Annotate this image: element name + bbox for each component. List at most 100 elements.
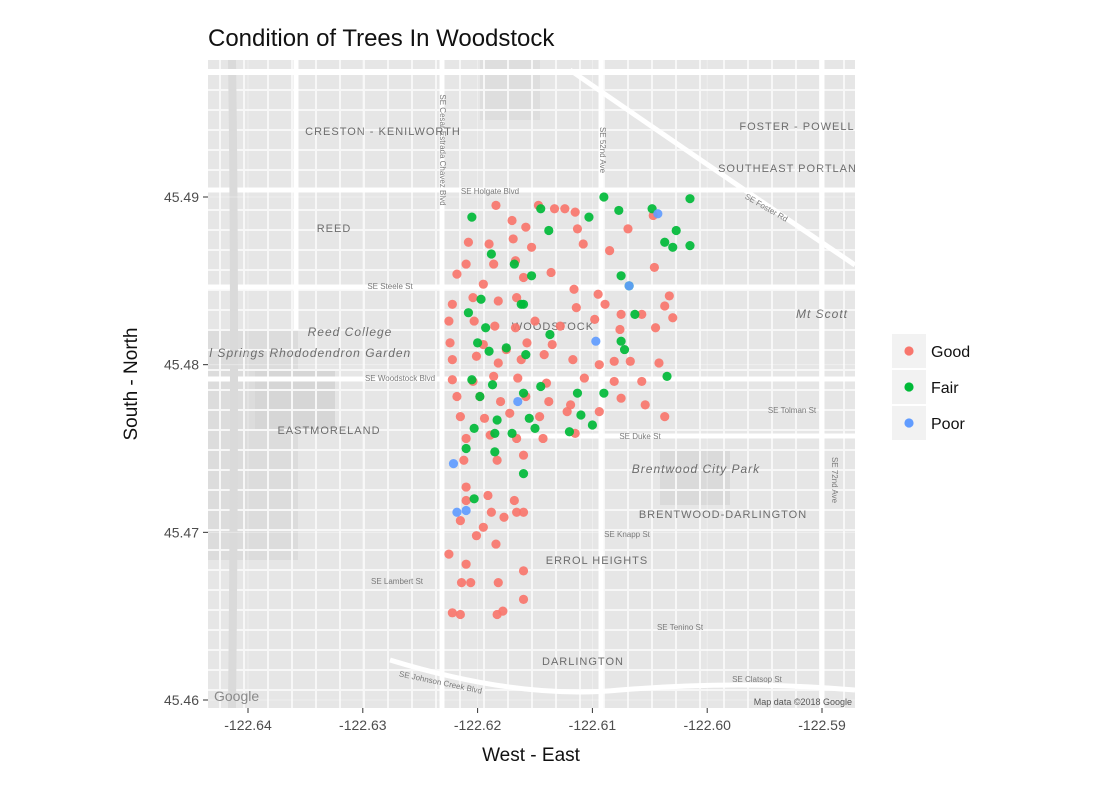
data-point-poor [591, 336, 601, 346]
data-point-good [452, 391, 462, 402]
data-point-good [447, 299, 457, 309]
data-point-fair [576, 410, 586, 420]
data-point-fair [484, 346, 494, 356]
map-street-label: SE Tolman St [768, 406, 817, 415]
data-point-good [600, 299, 610, 309]
data-point-good [469, 316, 479, 326]
data-point-good [447, 375, 457, 385]
data-point-good [468, 293, 478, 303]
data-point-good [538, 433, 548, 444]
map-attribution: Map data ©2018 Google [754, 697, 852, 707]
data-point-good [466, 578, 476, 588]
data-point-good [625, 356, 635, 366]
map-neighborhood-label: FOSTER - POWELL [739, 121, 854, 133]
map-street-label: SE Cesar Estrada Chavez Blvd [438, 94, 447, 205]
data-point-good [660, 412, 670, 422]
data-point-good [484, 239, 494, 249]
data-point-good [594, 360, 604, 370]
data-point-fair [481, 323, 491, 333]
data-point-good [459, 455, 469, 465]
data-point-fair [616, 336, 626, 346]
data-point-good [444, 549, 454, 559]
data-point-good [518, 566, 529, 576]
map-street-label: SE Tenino St [657, 623, 704, 632]
map-place-label: Crystal Springs Rhododendron Garden [169, 346, 411, 360]
x-axis-title: West - East [482, 745, 581, 766]
data-point-poor [513, 396, 523, 407]
data-point-good [479, 413, 490, 423]
data-point-fair [544, 225, 554, 236]
map-neighborhood-label: SOUTHEAST PORTLAND [718, 163, 866, 175]
data-point-good [650, 323, 661, 333]
data-point-fair [668, 242, 678, 252]
data-point-poor [452, 507, 462, 517]
x-tick-label: -122.61 [569, 717, 617, 733]
data-points [444, 192, 695, 620]
y-tick-label: 45.48 [164, 357, 199, 373]
data-point-fair [572, 388, 583, 398]
data-point-good [512, 293, 522, 303]
series-poor [448, 209, 663, 517]
data-point-good [593, 289, 603, 299]
data-point-fair [526, 271, 537, 281]
data-point-fair [518, 469, 529, 479]
data-point-good [447, 608, 457, 618]
data-point-good [526, 242, 537, 252]
legend-marker [904, 382, 914, 392]
data-point-good [455, 609, 465, 620]
map-street-label: SE Knapp St [604, 530, 651, 539]
data-point-good [456, 578, 467, 588]
data-point-fair [467, 212, 477, 222]
data-point-good [491, 539, 501, 549]
map-street-label: SE 72nd Ave [830, 457, 839, 504]
data-point-good [549, 204, 560, 214]
data-point-good [572, 224, 583, 234]
data-point-good [560, 204, 570, 214]
data-point-good [521, 222, 531, 232]
map-neighborhood-label: BRENTWOOD-DARLINGTON [639, 509, 807, 521]
legend: Good Fair Poor [892, 334, 970, 440]
data-point-fair [599, 192, 609, 202]
map-background: CRESTON - KENILWORTH FOSTER - POWELL SOUTH… [169, 60, 866, 708]
data-point-good [615, 324, 625, 335]
map-neighborhood-label: EASTMORELAND [277, 425, 380, 437]
data-point-good [534, 412, 545, 422]
data-point-fair [536, 381, 546, 392]
data-point-good [493, 296, 503, 306]
data-point-fair [476, 294, 486, 304]
legend-label: Poor [931, 416, 965, 433]
map-place-label: Brentwood City Park [632, 462, 760, 476]
data-point-good [562, 407, 572, 417]
data-point-fair [530, 423, 540, 433]
map-street-label: SE Steele St [367, 282, 413, 291]
data-point-fair [685, 194, 695, 204]
y-axis: 45.46 45.47 45.48 45.49 [164, 189, 208, 708]
data-point-good [461, 259, 471, 269]
data-point-fair [501, 343, 511, 353]
data-point-good [461, 495, 471, 506]
data-point-good [571, 303, 581, 313]
data-point-fair [490, 428, 500, 439]
data-point-good [471, 351, 482, 361]
data-point-fair [536, 204, 546, 214]
chart-title: Condition of Trees In Woodstock [208, 25, 555, 52]
data-point-fair [685, 241, 695, 251]
data-point-poor [624, 281, 634, 291]
data-point-poor [653, 209, 663, 219]
data-point-good [444, 316, 454, 326]
google-logo: Google [214, 688, 259, 704]
data-point-good [518, 450, 529, 460]
data-point-good [544, 396, 554, 407]
x-tick-label: -122.63 [339, 717, 387, 733]
data-point-good [609, 356, 619, 366]
data-point-fair [599, 388, 609, 398]
data-point-good [461, 482, 471, 492]
data-point-good [505, 408, 515, 418]
data-point-good [518, 272, 529, 283]
series-fair [461, 192, 695, 504]
x-tick-label: -122.62 [454, 717, 502, 733]
data-point-good [489, 259, 499, 269]
data-point-fair [469, 423, 479, 433]
map-neighborhood-label: CRESTON - KENILWORTH [305, 126, 461, 138]
